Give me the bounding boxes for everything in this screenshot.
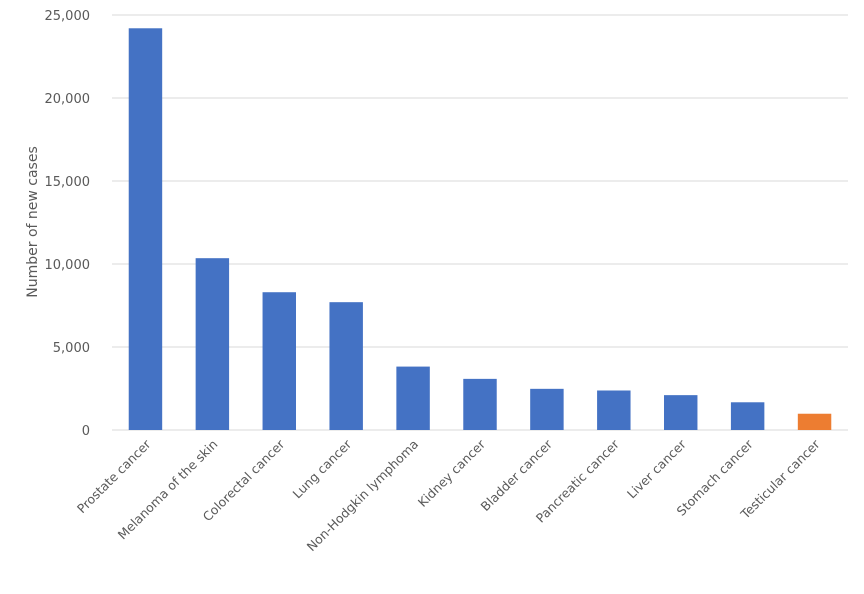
y-tick-label: 10,000 — [45, 258, 91, 273]
y-tick-label: 0 — [82, 424, 90, 439]
bar-colorectal-cancer — [262, 292, 296, 430]
bar-lung-cancer — [329, 302, 363, 430]
x-tick-label: Bladder cancer — [478, 436, 556, 514]
bar-stomach-cancer — [730, 402, 765, 430]
bar-prostate-cancer — [128, 28, 163, 431]
bar-pancreatic-cancer — [597, 390, 631, 430]
bar-testicular-cancer — [797, 413, 832, 430]
gridlines — [112, 14, 848, 431]
y-tick-label: 5,000 — [53, 341, 90, 356]
y-tick-label: 15,000 — [45, 175, 91, 190]
y-tick-label: 25,000 — [45, 9, 91, 24]
x-tick-label: Kidney cancer — [415, 436, 489, 510]
bar-non-hodgkin-lymphoma — [396, 366, 430, 430]
bar-liver-cancer — [664, 395, 698, 430]
y-axis-title: Number of new cases — [25, 146, 41, 298]
y-axis-ticks: 0 5,000 10,000 15,000 20,000 25,000 — [45, 9, 91, 439]
bar-melanoma-of-the-skin — [195, 258, 230, 430]
x-tick-label: Lung cancer — [289, 436, 354, 501]
x-tick-label: Liver cancer — [624, 436, 690, 502]
x-tick-label: Non-Hodgkin lymphoma — [304, 437, 422, 555]
bars — [128, 28, 832, 431]
y-tick-label: 20,000 — [45, 92, 91, 107]
bar-kidney-cancer — [463, 378, 497, 430]
bar-bladder-cancer — [530, 388, 564, 430]
